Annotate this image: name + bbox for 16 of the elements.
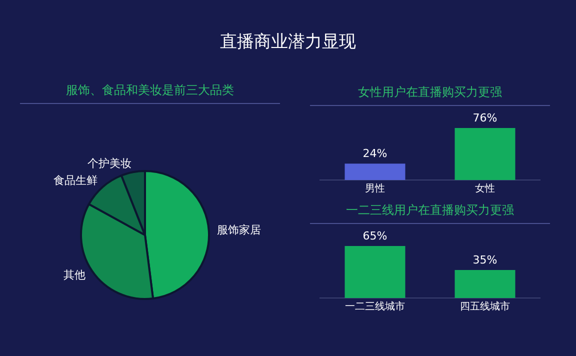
x-tick-label: 女性 (475, 182, 495, 195)
chart-title: 女性用户在直播购买力更强 (310, 84, 550, 106)
slice-label: 食品生鲜 (53, 174, 98, 187)
x-tick-label: 男性 (365, 182, 385, 195)
data-label: 76% (472, 111, 498, 124)
chart-subtitle: 服饰、食品和美妆是前三大品类 (20, 82, 280, 104)
slice-label: 个护美妆 (88, 157, 132, 170)
data-label: 65% (362, 229, 388, 242)
data-label: 35% (472, 253, 498, 266)
slice-label: 其他 (63, 268, 86, 282)
slice-label: 服饰家居 (216, 223, 261, 236)
chart-title: 直播商业潜力显现 (219, 31, 357, 53)
x-tick-label: 一二三线城市 (345, 300, 405, 313)
x-tick-label: 四五线城市 (460, 300, 510, 313)
data-label: 24% (362, 146, 388, 160)
chart-title: 一二三线用户在直播购买力更强 (310, 202, 550, 224)
